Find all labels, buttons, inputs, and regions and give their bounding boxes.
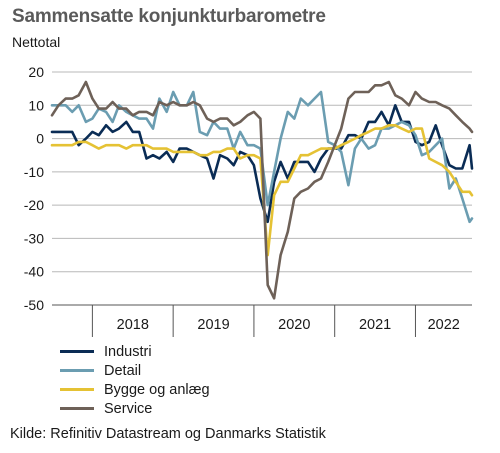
series-lines <box>50 80 474 300</box>
legend-swatch <box>60 350 94 353</box>
x-tick-label: 2018 <box>117 317 149 333</box>
legend-swatch <box>60 369 94 372</box>
chart-subtitle: Nettotal <box>12 34 61 50</box>
legend-label: Detail <box>104 362 142 379</box>
y-tick-label: 20 <box>28 64 44 80</box>
legend-swatch <box>60 388 94 391</box>
y-tick-label: -10 <box>24 164 44 180</box>
chart-title: Sammensatte konjunkturbarometre <box>12 6 326 27</box>
y-tick-label: -30 <box>24 230 44 246</box>
legend-item: Bygge og anlæg <box>60 380 210 399</box>
y-tick-label: -40 <box>24 264 44 280</box>
legend-swatch <box>60 407 94 410</box>
legend-label: Bygge og anlæg <box>104 381 210 398</box>
x-tick-label: 2020 <box>278 317 310 333</box>
y-tick-labels: 20 10 0 -10 -20 -30 -40 -50 <box>24 64 44 313</box>
y-tick-label: -50 <box>24 297 44 313</box>
legend-label: Service <box>104 400 153 417</box>
x-tick-label: 2019 <box>197 317 229 333</box>
series-line-service <box>50 80 474 300</box>
x-axis: 2018 2019 2020 2021 2022 <box>52 304 472 337</box>
x-tick-label: 2022 <box>428 317 460 333</box>
legend-item: Service <box>60 399 210 418</box>
legend-item: Detail <box>60 361 210 380</box>
y-tick-label: -20 <box>24 197 44 213</box>
legend-label: Industri <box>104 343 152 360</box>
legend-item: Industri <box>60 342 210 361</box>
x-tick-label: 2021 <box>359 317 391 333</box>
y-tick-label: 10 <box>28 97 44 113</box>
y-tick-label: 0 <box>36 131 44 147</box>
legend: Industri Detail Bygge og anlæg Service <box>60 342 210 418</box>
source-note: Kilde: Refinitiv Datastream og Danmarks … <box>10 426 326 442</box>
